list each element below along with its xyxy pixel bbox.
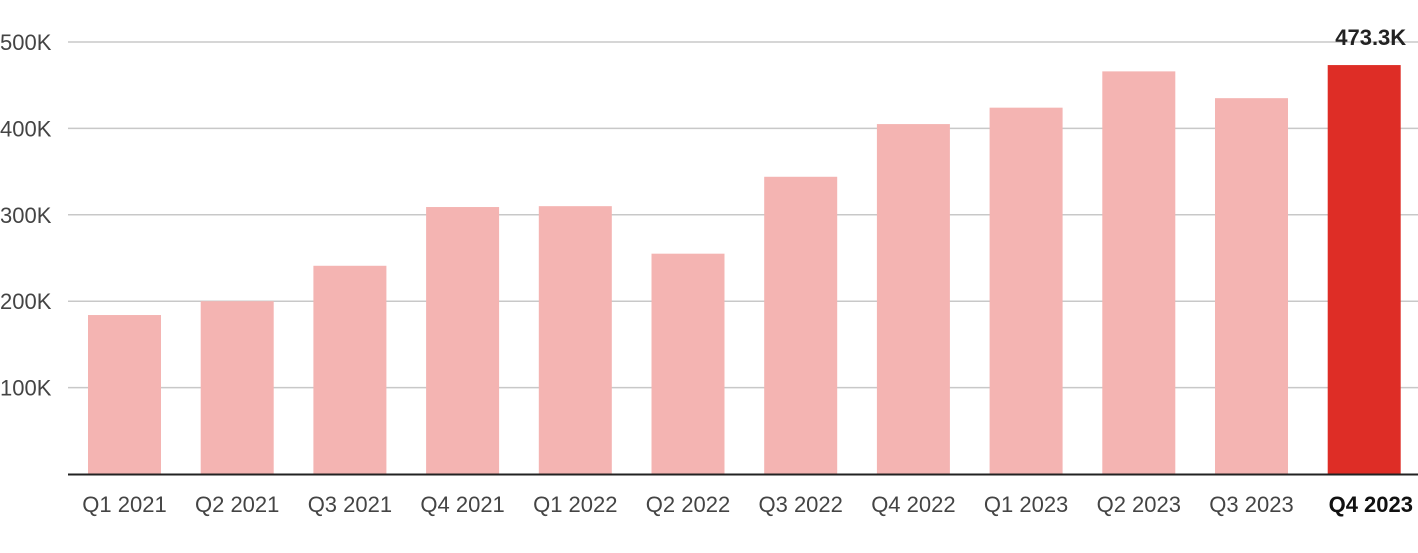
x-tick-label: Q3 2022 [758, 492, 842, 517]
x-tick-label: Q3 2023 [1209, 492, 1293, 517]
highlight-value-label: 473.3K [1335, 25, 1406, 50]
y-tick-label: 300K [0, 203, 52, 228]
y-tick-label: 500K [0, 30, 52, 55]
x-tick-label: Q2 2023 [1097, 492, 1181, 517]
y-axis-tick-labels: 100K 200K 300K 400K 500K [0, 30, 52, 401]
y-tick-label: 200K [0, 289, 52, 314]
x-axis-tick-labels: Q1 2021 Q2 2021 Q3 2021 Q4 2021 Q1 2022 Q2 20… [82, 492, 1413, 517]
bars [88, 65, 1401, 475]
x-tick-label: Q2 2022 [646, 492, 730, 517]
bar [1215, 98, 1288, 474]
bar [876, 124, 950, 474]
y-tick-label: 100K [0, 376, 52, 401]
bar [651, 253, 725, 474]
x-tick-label: Q3 2021 [308, 492, 392, 517]
bar [538, 206, 612, 474]
gridlines [68, 41, 1418, 389]
bar [1102, 71, 1176, 474]
bar [200, 301, 274, 474]
bar [88, 315, 161, 474]
bar [426, 207, 500, 475]
x-tick-label: Q1 2022 [533, 492, 617, 517]
bar [989, 107, 1063, 474]
bar [313, 265, 387, 474]
x-tick-label: Q2 2021 [195, 492, 279, 517]
x-tick-label: Q1 2023 [984, 492, 1068, 517]
x-tick-label: Q4 2021 [420, 492, 504, 517]
x-tick-label: Q1 2021 [82, 492, 166, 517]
y-tick-label: 400K [0, 116, 52, 141]
x-tick-label: Q4 2023 [1329, 492, 1413, 517]
bar-highlighted [1327, 65, 1401, 475]
bar [764, 176, 838, 474]
x-tick-label: Q4 2022 [871, 492, 955, 517]
